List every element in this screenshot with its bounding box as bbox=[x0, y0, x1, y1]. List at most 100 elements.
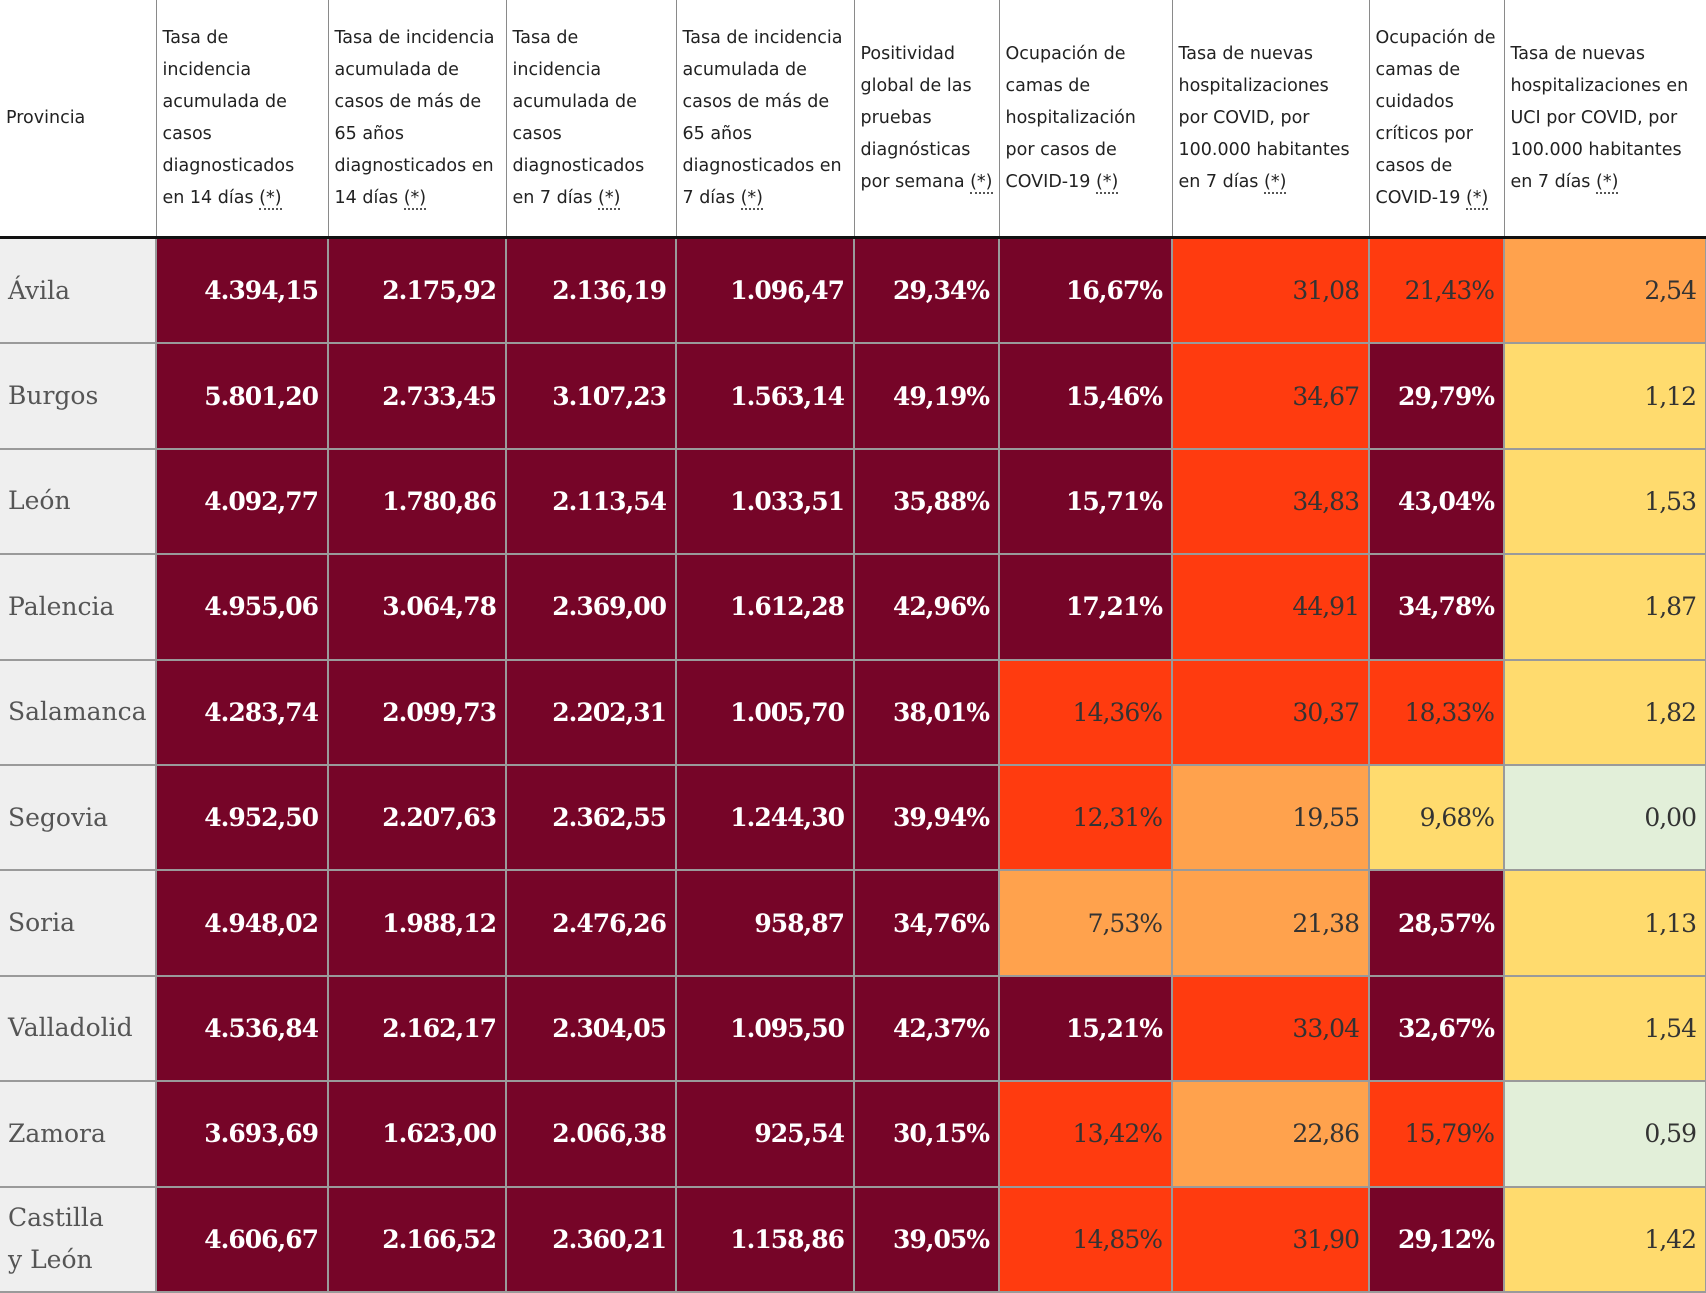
table-cell: 39,05% bbox=[854, 1186, 1000, 1293]
province-name: Zamora bbox=[0, 1081, 157, 1188]
table-cell: 5.801,20 bbox=[156, 343, 329, 450]
table-cell: 22,86 bbox=[1172, 1081, 1370, 1188]
table-body: Ávila 4.394,15 2.175,92 2.136,19 1.096,47 29,… bbox=[0, 237, 1706, 1293]
table-cell: 30,15% bbox=[854, 1081, 1000, 1188]
table-cell: 17,21% bbox=[999, 554, 1173, 661]
table-cell: 42,37% bbox=[854, 975, 1000, 1083]
table-cell: 2.476,26 bbox=[506, 870, 677, 977]
table-cell: 2.733,45 bbox=[328, 343, 507, 450]
column-header-4: Tasa de incidencia acumulada de casos de… bbox=[676, 0, 855, 238]
province-name: Segovia bbox=[0, 764, 157, 872]
footnote-marker[interactable]: (*) bbox=[1596, 172, 1619, 194]
table-cell: 1.244,30 bbox=[676, 764, 855, 872]
table-cell: 1.033,51 bbox=[676, 448, 855, 556]
table-cell: 2.207,63 bbox=[328, 764, 507, 872]
table-cell: 1.158,86 bbox=[676, 1186, 855, 1293]
table-cell: 39,94% bbox=[854, 764, 1000, 872]
table-cell: 1.988,12 bbox=[328, 870, 507, 977]
table-row: Salamanca 4.283,74 2.099,73 2.202,31 1.005,7… bbox=[0, 659, 1706, 766]
province-name: León bbox=[0, 448, 157, 556]
province-name: Salamanca bbox=[0, 659, 157, 766]
province-name: Castilla y León bbox=[0, 1186, 157, 1293]
table-cell: 4.606,67 bbox=[156, 1186, 329, 1293]
province-name: Soria bbox=[0, 870, 157, 977]
table-cell: 1.096,47 bbox=[676, 237, 855, 345]
table-cell: 1.780,86 bbox=[328, 448, 507, 556]
table-cell: 1.005,70 bbox=[676, 659, 855, 766]
table-row: León 4.092,77 1.780,86 2.113,54 1.033,51 35,8… bbox=[0, 448, 1706, 556]
table-cell: 3.107,23 bbox=[506, 343, 677, 450]
table-cell: 34,67 bbox=[1172, 343, 1370, 450]
table-cell: 13,42% bbox=[999, 1081, 1173, 1188]
table-cell: 34,78% bbox=[1369, 554, 1505, 661]
table-cell: 2.175,92 bbox=[328, 237, 507, 345]
table-cell: 2,54 bbox=[1504, 237, 1706, 345]
table-row: Segovia 4.952,50 2.207,63 2.362,55 1.244,30 3… bbox=[0, 764, 1706, 872]
column-header-label: Tasa de incidencia acumulada de casos di… bbox=[162, 28, 295, 208]
table-cell: 21,38 bbox=[1172, 870, 1370, 977]
table-cell: 3.693,69 bbox=[156, 1081, 329, 1188]
column-header-label: Provincia bbox=[6, 108, 86, 128]
header-row: Provincia Tasa de incidencia acumulada de… bbox=[0, 0, 1706, 238]
table-row: Castilla y León 4.606,67 2.166,52 2.360,21 1… bbox=[0, 1186, 1706, 1293]
table-cell: 4.536,84 bbox=[156, 975, 329, 1083]
table-cell: 15,79% bbox=[1369, 1081, 1505, 1188]
table-cell: 12,31% bbox=[999, 764, 1173, 872]
table-cell: 2.362,55 bbox=[506, 764, 677, 872]
table-row: Zamora 3.693,69 1.623,00 2.066,38 925,54 30,1… bbox=[0, 1081, 1706, 1188]
footnote-marker[interactable]: (*) bbox=[1264, 172, 1287, 194]
table-cell: 31,90 bbox=[1172, 1186, 1370, 1293]
column-header-5: Positividad global de las pruebas diagnó… bbox=[854, 0, 1000, 238]
footnote-marker[interactable]: (*) bbox=[403, 188, 427, 210]
table-row: Soria 4.948,02 1.988,12 2.476,26 958,87 34,76… bbox=[0, 870, 1706, 977]
table-cell: 15,46% bbox=[999, 343, 1173, 450]
table-cell: 31,08 bbox=[1172, 237, 1370, 345]
table-cell: 35,88% bbox=[854, 448, 1000, 556]
column-header-2: Tasa de incidencia acumulada de casos de… bbox=[328, 0, 507, 238]
table-row: Ávila 4.394,15 2.175,92 2.136,19 1.096,47 29,… bbox=[0, 237, 1706, 345]
table-row: Palencia 4.955,06 3.064,78 2.369,00 1.612,28… bbox=[0, 554, 1706, 661]
table-cell: 2.099,73 bbox=[328, 659, 507, 766]
footnote-marker[interactable]: (*) bbox=[970, 172, 993, 194]
footnote-marker[interactable]: (*) bbox=[1465, 188, 1489, 210]
column-header-label: Tasa de incidencia acumulada de casos de… bbox=[334, 28, 495, 208]
table-cell: 1,54 bbox=[1504, 975, 1706, 1083]
column-header-7: Tasa de nuevas hospitalizaciones por COV… bbox=[1172, 0, 1370, 238]
province-name: Valladolid bbox=[0, 975, 157, 1083]
footnote-marker[interactable]: (*) bbox=[1095, 172, 1119, 194]
table-cell: 4.952,50 bbox=[156, 764, 329, 872]
province-name: Burgos bbox=[0, 343, 157, 450]
table-cell: 34,76% bbox=[854, 870, 1000, 977]
table-cell: 1,87 bbox=[1504, 554, 1706, 661]
column-header-3: Tasa de incidencia acumulada de casos di… bbox=[506, 0, 677, 238]
table-cell: 29,34% bbox=[854, 237, 1000, 345]
table-cell: 2.136,19 bbox=[506, 237, 677, 345]
table-cell: 2.166,52 bbox=[328, 1186, 507, 1293]
column-header-provincia: Provincia bbox=[0, 0, 157, 238]
table-cell: 4.955,06 bbox=[156, 554, 329, 661]
column-header-9: Tasa de nuevas hospitalizaciones en UCI … bbox=[1504, 0, 1706, 238]
table-header: Provincia Tasa de incidencia acumulada de… bbox=[0, 0, 1706, 238]
table-cell: 43,04% bbox=[1369, 448, 1505, 556]
table-cell: 958,87 bbox=[676, 870, 855, 977]
table-cell: 38,01% bbox=[854, 659, 1000, 766]
column-header-label: Ocupación de camas de cuidados críticos … bbox=[1375, 28, 1496, 208]
table-cell: 32,67% bbox=[1369, 975, 1505, 1083]
table-cell: 2.202,31 bbox=[506, 659, 677, 766]
table-cell: 1,12 bbox=[1504, 343, 1706, 450]
footnote-marker[interactable]: (*) bbox=[598, 188, 621, 210]
column-header-label: Tasa de incidencia acumulada de casos de… bbox=[682, 28, 843, 208]
table-cell: 0,00 bbox=[1504, 764, 1706, 872]
table-cell: 1.563,14 bbox=[676, 343, 855, 450]
table-cell: 30,37 bbox=[1172, 659, 1370, 766]
table-cell: 2.113,54 bbox=[506, 448, 677, 556]
table-cell: 1.623,00 bbox=[328, 1081, 507, 1188]
column-header-label: Tasa de incidencia acumulada de casos di… bbox=[512, 28, 645, 208]
table-cell: 1,13 bbox=[1504, 870, 1706, 977]
table-cell: 2.304,05 bbox=[506, 975, 677, 1083]
footnote-marker[interactable]: (*) bbox=[259, 188, 282, 210]
table-cell: 4.394,15 bbox=[156, 237, 329, 345]
footnote-marker[interactable]: (*) bbox=[740, 188, 763, 210]
table-cell: 4.948,02 bbox=[156, 870, 329, 977]
